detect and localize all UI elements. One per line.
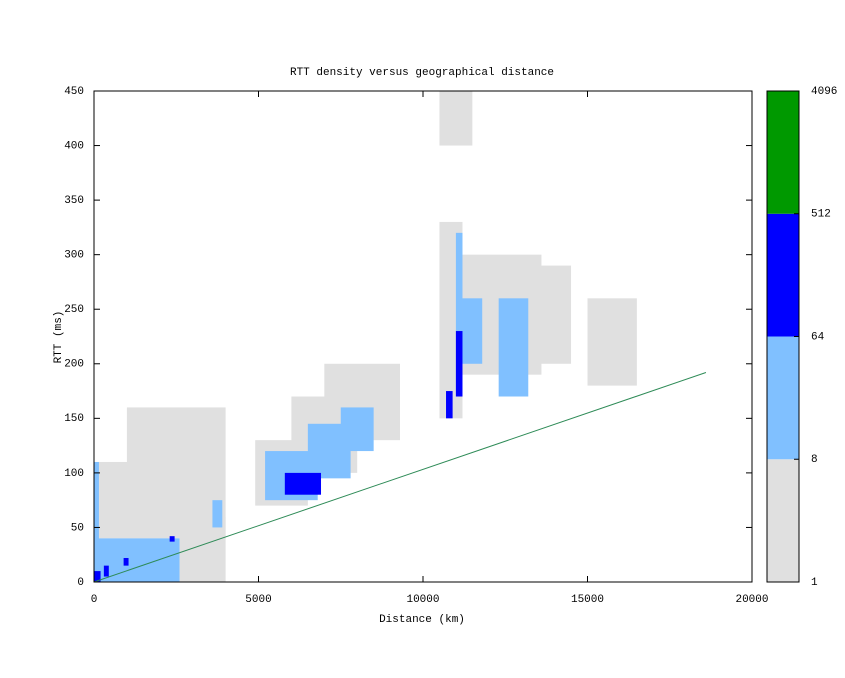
chart-title: RTT density versus geographical distance (290, 67, 554, 79)
x-tick-label: 5000 (245, 594, 271, 606)
y-tick-label: 350 (64, 195, 84, 207)
density-cell (123, 557, 129, 566)
colorbar-band (767, 91, 799, 214)
y-tick-label: 0 (77, 577, 84, 589)
colorbar-label: 8 (811, 454, 818, 466)
density-cell (340, 407, 374, 452)
density-cell (212, 500, 223, 528)
x-tick-label: 15000 (571, 594, 604, 606)
reference-line (93, 372, 707, 583)
colorbar-label: 4096 (811, 86, 837, 98)
y-tick-label: 150 (64, 413, 84, 425)
x-tick-label: 20000 (735, 594, 768, 606)
y-tick-label: 200 (64, 359, 84, 371)
colorbar-label: 512 (811, 209, 831, 221)
colorbar-band (767, 336, 799, 460)
colorbar-band (767, 213, 799, 337)
density-cell (94, 571, 101, 582)
density-cell (455, 331, 463, 397)
density-cell (446, 391, 453, 419)
y-tick-label: 250 (64, 304, 84, 316)
density-cell (284, 472, 322, 495)
y-tick-label: 300 (64, 250, 84, 262)
colorbar-label: 64 (811, 331, 825, 343)
x-tick-label: 0 (91, 594, 98, 606)
colorbar-label: 1 (811, 577, 818, 589)
density-cell (169, 536, 175, 542)
density-cell (498, 298, 529, 397)
density-cell (126, 407, 226, 462)
density-cell (455, 232, 463, 397)
density-cell (94, 461, 99, 582)
x-axis-label: Distance (km) (379, 614, 465, 626)
y-tick-label: 450 (64, 86, 84, 98)
y-axis-label: RTT (ms) (53, 311, 65, 364)
x-tick-label: 10000 (406, 594, 439, 606)
y-tick-label: 100 (64, 468, 84, 480)
colorbar-band (767, 459, 799, 582)
density-cell (103, 565, 109, 577)
density-cell (587, 298, 637, 386)
density-cell (462, 298, 483, 364)
y-tick-label: 400 (64, 140, 84, 152)
y-tick-label: 50 (71, 522, 84, 534)
density-cell (439, 91, 473, 146)
